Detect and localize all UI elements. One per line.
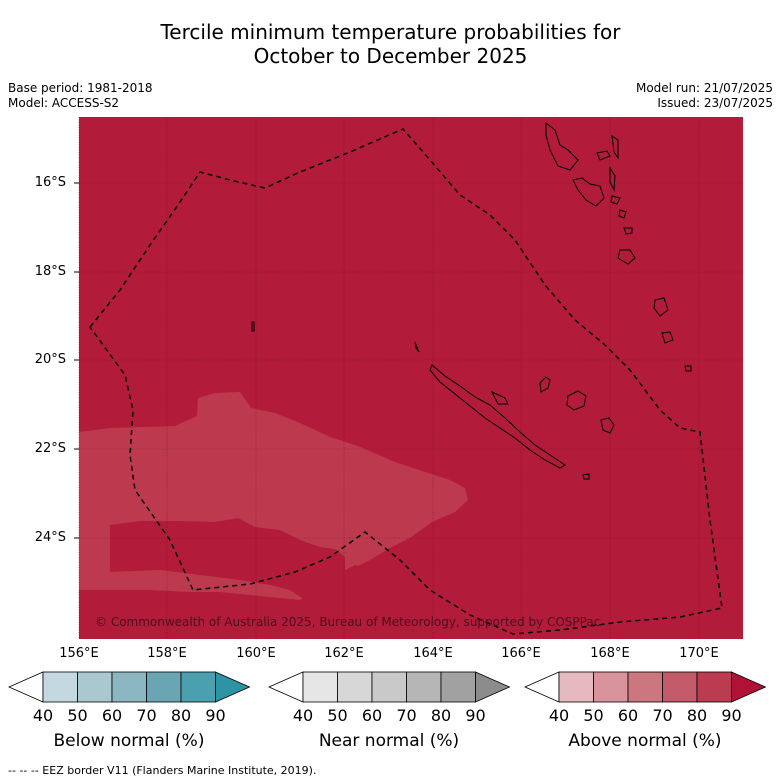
- colorbar-extend-low: [8, 671, 44, 703]
- lon-label-160e: 160°E: [236, 646, 276, 661]
- colorbar-segment: [146, 671, 182, 703]
- colorbar-tick-label: 50: [67, 706, 88, 725]
- epi-island: [610, 195, 621, 205]
- colorbar-tick-label: 60: [101, 706, 123, 725]
- colorbar-segment: [593, 671, 629, 703]
- colorbar-segment: [371, 671, 407, 703]
- lon-label-166e: 166°E: [501, 646, 541, 661]
- colorbar-label-above: Above normal (%): [568, 731, 722, 751]
- colorbar-extend-high: [475, 671, 511, 703]
- colorbar-tick-label: 70: [396, 706, 417, 725]
- colorbar-segment: [662, 671, 698, 703]
- colorbar-tick-label: 50: [583, 706, 604, 725]
- lat-label-24s: 24°S: [34, 530, 66, 545]
- colorbar-extend-high: [731, 671, 767, 703]
- small-island-a: [251, 321, 255, 332]
- colorbar-segment: [302, 671, 338, 703]
- map-title-line1: Tercile minimum temperature probabilitie…: [160, 20, 621, 44]
- colorbar-tick-label: 80: [686, 706, 708, 725]
- colorbar-segment: [406, 671, 442, 703]
- colorbar-tick-label: 50: [327, 706, 348, 725]
- colorbar-segment: [558, 671, 594, 703]
- colorbar-tick-label: 90: [721, 706, 742, 725]
- eez-border: [89, 128, 723, 635]
- aneityum-island: [661, 331, 674, 344]
- lon-label-170e: 170°E: [679, 646, 719, 661]
- lat-label-20s: 20°S: [34, 352, 66, 367]
- colorbar-tick-label: 90: [465, 706, 486, 725]
- colorbar-tick-label: 80: [430, 706, 452, 725]
- colorbar-label-below: Below normal (%): [53, 731, 205, 751]
- colorbar-tick-label: 40: [292, 706, 314, 725]
- maewo-island: [611, 134, 619, 160]
- colorbar-extend-low: [268, 671, 304, 703]
- espiritu-santo-island: [545, 121, 579, 171]
- above-normal-90-inner-region: [110, 518, 395, 600]
- colorbar-tick-label: 80: [170, 706, 192, 725]
- ouvea-island: [539, 376, 551, 393]
- colorbar-below-normal: [8, 671, 251, 703]
- lat-label-22s: 22°S: [34, 441, 66, 456]
- model-run-text: Model run: 21/07/2025: [635, 81, 773, 95]
- colorbar-tick-label: 40: [548, 706, 570, 725]
- lat-label-18s: 18°S: [34, 264, 66, 279]
- lon-label-168e: 168°E: [590, 646, 630, 661]
- colorbar-segment: [440, 671, 476, 703]
- colorbar-near-normal: [268, 671, 511, 703]
- efate-island: [623, 227, 633, 235]
- walpole-islet: [582, 473, 590, 480]
- colorbar-tick-label: 70: [652, 706, 673, 725]
- belep-islet: [414, 341, 420, 353]
- lon-label-162e: 162°E: [324, 646, 364, 661]
- tanna-island: [653, 297, 669, 317]
- lat-label-16s: 16°S: [34, 175, 66, 190]
- malekula-island: [572, 177, 605, 207]
- colorbar-label-near: Near normal (%): [318, 731, 460, 751]
- colorbar-segment: [696, 671, 732, 703]
- issued-text: Issued: 23/07/2025: [657, 96, 773, 110]
- copyright-text: © Commonwealth of Australia 2025, Bureau…: [95, 615, 600, 629]
- map-title-line2: October to December 2025: [253, 44, 528, 68]
- colorbar-tick-label: 40: [32, 706, 54, 725]
- colorbar-extend-high: [215, 671, 251, 703]
- colorbar-above-normal: [524, 671, 767, 703]
- isle-of-pines: [490, 390, 509, 405]
- colorbar-segment: [42, 671, 78, 703]
- new-caledonia-island: [429, 364, 566, 469]
- mare-island: [600, 417, 615, 434]
- colorbar-segment: [77, 671, 113, 703]
- eez-footer-note: -- -- -- EEZ border V11 (Flanders Marine…: [8, 764, 317, 777]
- colorbar-segment: [111, 671, 147, 703]
- erromango-island: [617, 249, 636, 265]
- base-period-text: Base period: 1981-2018: [8, 81, 153, 95]
- ambrym-island: [596, 150, 611, 161]
- hunter-island: [684, 365, 692, 372]
- gridlines: [78, 117, 743, 639]
- colorbar-tick-label: 90: [205, 706, 226, 725]
- pentecost-island: [609, 166, 616, 192]
- colorbar-segment: [627, 671, 663, 703]
- lon-label-164e: 164°E: [413, 646, 453, 661]
- lon-label-156e: 156°E: [59, 646, 99, 661]
- lifou-island: [566, 390, 587, 411]
- colorbar-extend-low: [524, 671, 560, 703]
- model-text: Model: ACCESS-S2: [8, 96, 120, 110]
- shepherd-islands: [618, 209, 627, 219]
- colorbar-tick-label: 60: [617, 706, 639, 725]
- colorbar-segment: [337, 671, 373, 703]
- colorbar-tick-label: 70: [136, 706, 157, 725]
- axis-ticks: [74, 182, 79, 539]
- colorbar-tick-label: 60: [361, 706, 383, 725]
- colorbar-segment: [180, 671, 216, 703]
- lon-label-158e: 158°E: [147, 646, 187, 661]
